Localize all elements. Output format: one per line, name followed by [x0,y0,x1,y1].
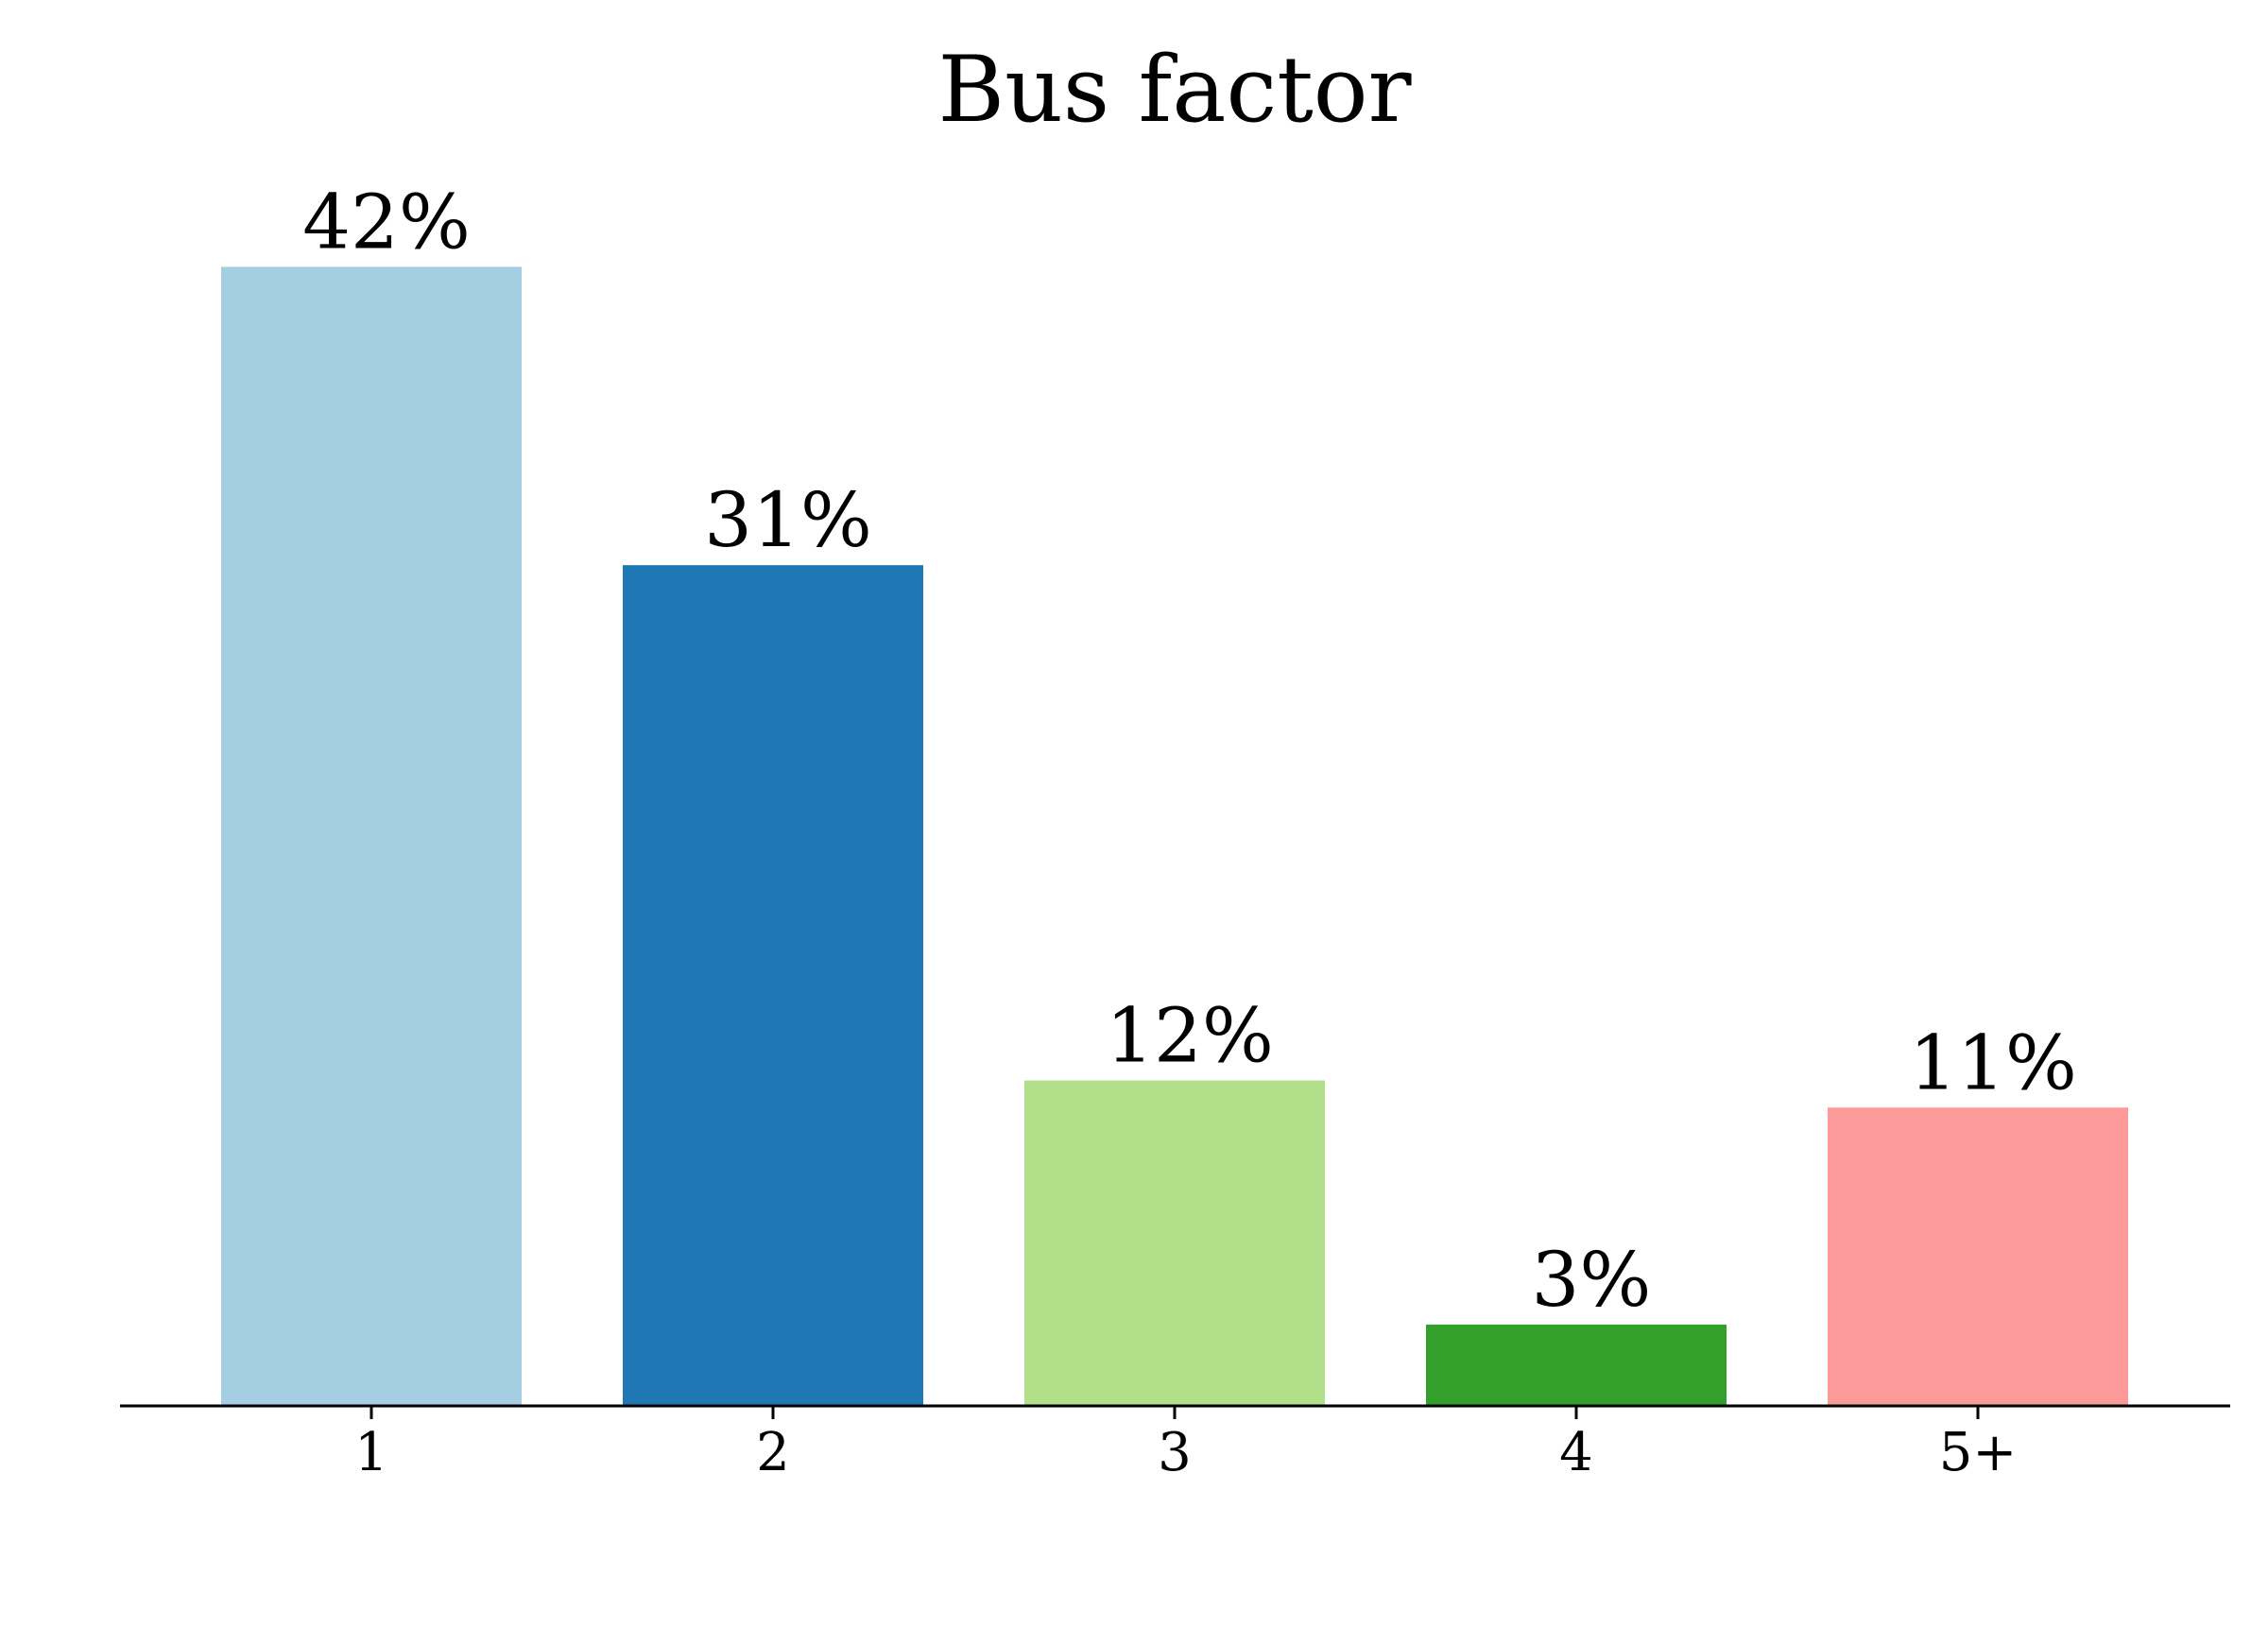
x-ticks-group: 1 2 3 4 5+ [354,1406,2017,1483]
x-tick-label-5: 5+ [1939,1422,2018,1483]
bar-1 [221,266,522,1407]
data-label-1: 42% [302,178,471,265]
bar-3 [1024,1080,1325,1406]
data-labels-group: 42% 31% 12% 3% 11% [302,178,2077,1323]
bars-group [221,266,2128,1407]
x-tick-label-1: 1 [354,1422,388,1483]
data-label-2: 31% [704,476,872,564]
x-tick-label-3: 3 [1158,1422,1192,1483]
bar-2 [623,565,923,1406]
x-tick-label-4: 4 [1559,1422,1593,1483]
data-label-4: 3% [1532,1236,1652,1324]
data-label-3: 12% [1106,992,1274,1080]
x-tick-label-2: 2 [756,1422,790,1483]
data-label-5: 11% [1909,1019,2077,1106]
bar-4 [1426,1324,1727,1406]
bar-5 [1828,1107,2128,1406]
chart-title: Bus factor [938,37,1412,143]
